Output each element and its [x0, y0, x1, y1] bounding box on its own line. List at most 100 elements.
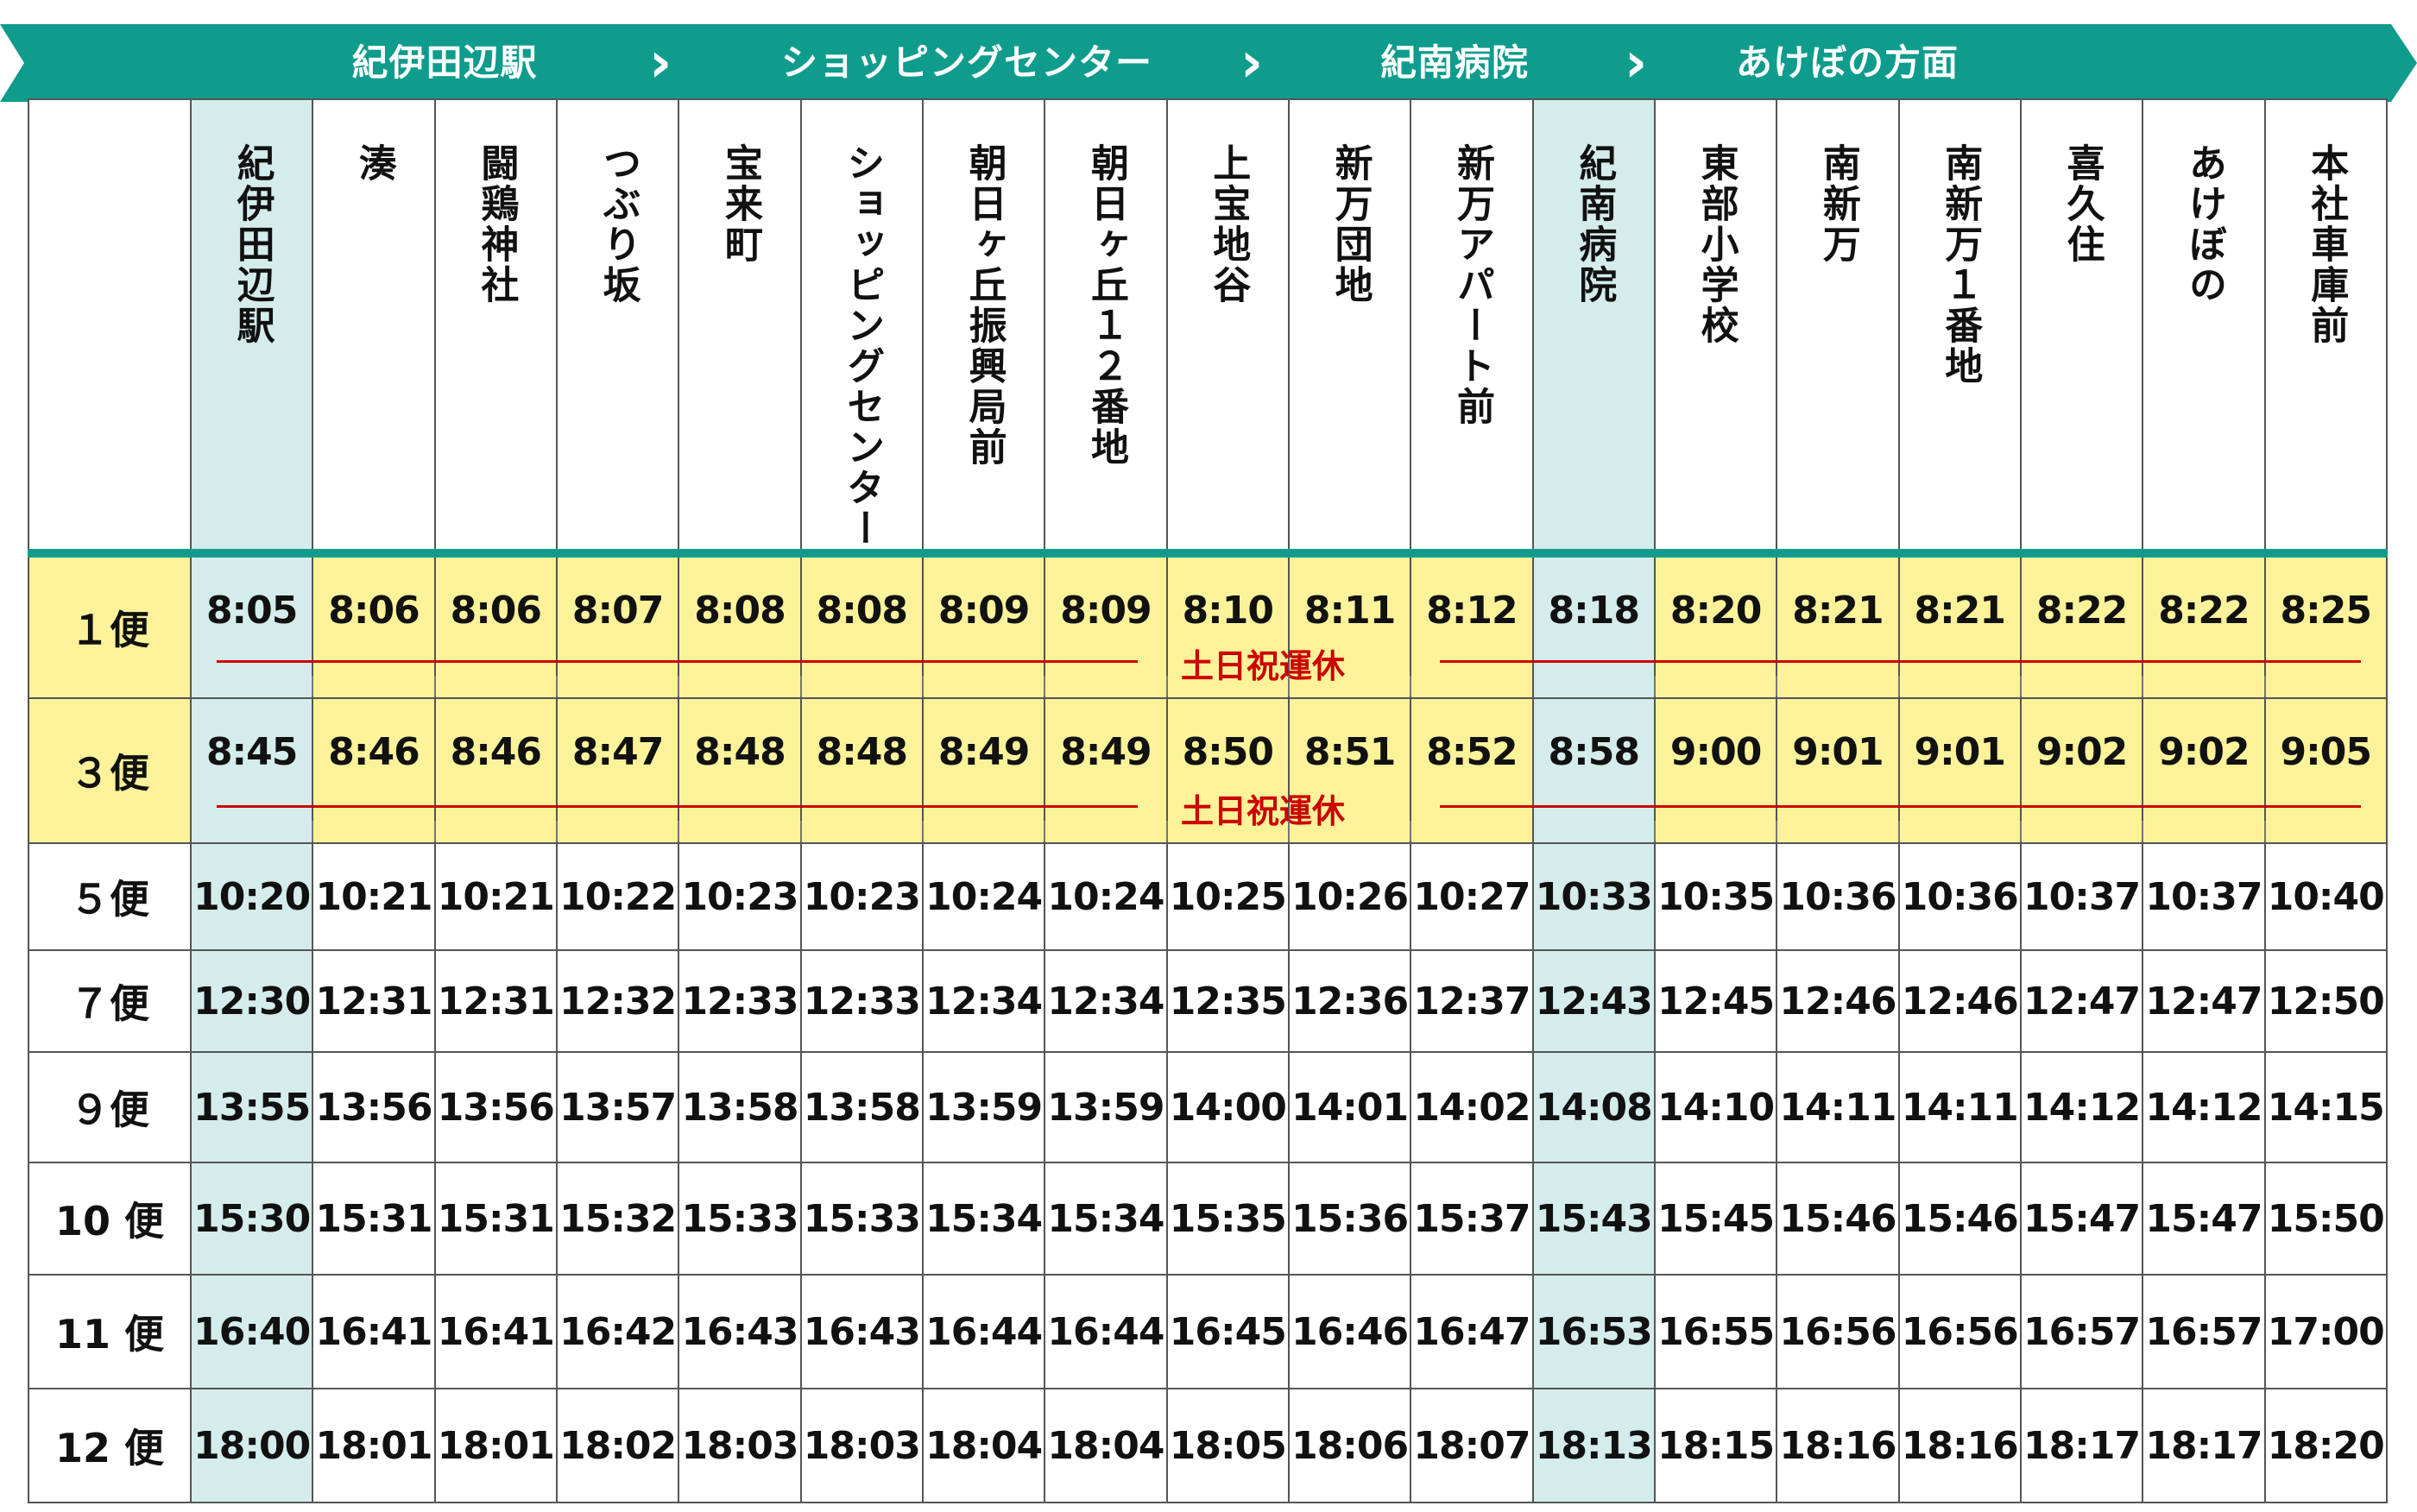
- time-cell: 15:50: [2263, 1162, 2388, 1276]
- time-cell: 14:12: [2019, 1051, 2144, 1163]
- time-cell: 12:36: [1287, 949, 1412, 1053]
- trip-label: １便: [28, 552, 192, 699]
- time-cell: 13:59: [921, 1051, 1046, 1163]
- banner-arrow-shape: [0, 24, 2417, 102]
- time-cell: 9:02: [2142, 697, 2266, 844]
- stop-name: 東部小学校: [1694, 143, 1739, 346]
- time-cell: 15:34: [1044, 1162, 1168, 1276]
- time-cell: 15:30: [189, 1162, 314, 1276]
- time-cell: 14:01: [1287, 1051, 1412, 1163]
- time-cell: 18:01: [312, 1388, 436, 1503]
- banner-segment-kii-tanabe-station: 紀伊田辺駅: [351, 41, 538, 84]
- stop-name: 南新万１番地: [1938, 143, 1983, 387]
- time-cell: 12:47: [2142, 949, 2266, 1053]
- stop-header: 湊: [312, 98, 436, 558]
- time-cell: 16:43: [678, 1274, 802, 1389]
- time-cell: 15:31: [433, 1162, 558, 1276]
- time-cell: 15:34: [921, 1162, 1046, 1276]
- time-cell: 18:13: [1531, 1388, 1656, 1503]
- time-cell: 8:50: [1165, 697, 1290, 844]
- chevron-right-icon: ›: [1240, 31, 1264, 95]
- time-cell: 18:06: [1287, 1388, 1412, 1503]
- banner-segment-kinan-hospital: 紀南病院: [1379, 41, 1529, 84]
- stop-header: 紀伊田辺駅: [189, 98, 314, 558]
- stop-name: 喜久住: [2060, 143, 2105, 265]
- stop-name: 上宝地谷: [1206, 143, 1251, 306]
- time-cell: 18:03: [799, 1388, 924, 1503]
- time-cell: 8:09: [921, 552, 1046, 699]
- stop-name: あけぼの: [2181, 143, 2226, 306]
- stop-header: 南新万: [1776, 98, 1900, 558]
- stop-header: 宝来町: [678, 98, 802, 558]
- time-cell: 8:06: [312, 552, 436, 699]
- time-cell: 8:22: [2142, 552, 2266, 699]
- time-cell: 16:44: [1044, 1274, 1168, 1389]
- trip-row: ９便 13:55 13:56 13:56 13:57 13:58 13:58 13:59 13:…: [28, 1051, 2388, 1163]
- time-cell: 8:47: [555, 697, 680, 844]
- time-cell: 10:22: [555, 842, 680, 951]
- chevron-right-icon: ›: [648, 31, 672, 95]
- time-cell: 16:41: [312, 1274, 436, 1389]
- time-cell: 16:53: [1531, 1274, 1656, 1389]
- time-cell: 8:18: [1531, 552, 1656, 699]
- time-cell: 12:45: [1653, 949, 1778, 1053]
- time-cell: 10:37: [2019, 842, 2144, 951]
- time-cell: 18:15: [1653, 1388, 1778, 1503]
- time-cell: 10:24: [921, 842, 1046, 951]
- time-cell: 16:41: [433, 1274, 558, 1389]
- trip-label: 10 便: [28, 1162, 192, 1276]
- time-cell: 18:05: [1165, 1388, 1290, 1503]
- time-cell: 8:58: [1531, 697, 1656, 844]
- time-cell: 18:16: [1897, 1388, 2022, 1503]
- stop-name: 紀南病院: [1572, 143, 1617, 306]
- trip-row: ３便 8:45 8:46 8:46 8:47 8:48 8:48 8:49 8:49 8:50 8:…: [28, 697, 2388, 844]
- time-cell: 18:02: [555, 1388, 680, 1503]
- trip-row: １便 8:05 8:06 8:06 8:07 8:08 8:08 8:09 8:09 8:10 8:…: [28, 552, 2388, 699]
- time-cell: 8:49: [1044, 697, 1168, 844]
- time-cell: 12:34: [921, 949, 1046, 1053]
- time-cell: 13:56: [433, 1051, 558, 1163]
- time-cell: 10:40: [2263, 842, 2388, 951]
- trip-label: ３便: [28, 697, 192, 844]
- time-cell: 8:52: [1410, 697, 1534, 844]
- time-cell: 12:37: [1410, 949, 1534, 1053]
- stop-header: 朝日ヶ丘１２番地: [1044, 98, 1168, 558]
- stop-header: つぶり坂: [555, 98, 680, 558]
- time-cell: 14:15: [2263, 1051, 2388, 1163]
- time-cell: 8:25: [2263, 552, 2388, 699]
- stop-name: 本社車庫前: [2304, 143, 2349, 346]
- time-cell: 16:56: [1897, 1274, 2022, 1389]
- time-cell: 14:10: [1653, 1051, 1778, 1163]
- trip-label: 12 便: [28, 1388, 192, 1503]
- route-banner: 紀伊田辺駅 › ショッピングセンター › 紀南病院 › あけぼの方面: [0, 24, 2417, 102]
- stop-header: 朝日ヶ丘振興局前: [921, 98, 1046, 558]
- trip-row: 11 便 16:40 16:41 16:41 16:42 16:43 16:43 16:44 1…: [28, 1274, 2388, 1389]
- time-cell: 8:09: [1044, 552, 1168, 699]
- time-cell: 13:58: [678, 1051, 802, 1163]
- trip-row: 10 便 15:30 15:31 15:31 15:32 15:33 15:33 15:34 1…: [28, 1162, 2388, 1276]
- time-cell: 10:36: [1776, 842, 1900, 951]
- time-cell: 14:08: [1531, 1051, 1656, 1163]
- time-cell: 8:08: [678, 552, 802, 699]
- time-cell: 14:11: [1776, 1051, 1900, 1163]
- time-cell: 10:27: [1410, 842, 1534, 951]
- stop-header: ショッピングセンター: [799, 98, 924, 558]
- time-cell: 15:33: [799, 1162, 924, 1276]
- time-cell: 9:00: [1653, 697, 1778, 844]
- time-cell: 14:11: [1897, 1051, 2022, 1163]
- time-cell: 8:45: [189, 697, 314, 844]
- stop-header: 東部小学校: [1653, 98, 1778, 558]
- time-cell: 8:22: [2019, 552, 2144, 699]
- time-cell: 12:31: [433, 949, 558, 1053]
- chevron-right-icon: ›: [1624, 31, 1648, 95]
- time-cell: 12:34: [1044, 949, 1168, 1053]
- time-cell: 16:47: [1410, 1274, 1534, 1389]
- time-cell: 18:17: [2142, 1388, 2266, 1503]
- time-cell: 8:46: [312, 697, 436, 844]
- time-cell: 8:08: [799, 552, 924, 699]
- time-cell: 15:36: [1287, 1162, 1412, 1276]
- stop-name: ショッピングセンター: [840, 143, 885, 549]
- trip-row: 12 便 18:00 18:01 18:01 18:02 18:03 18:03 18:04 1…: [28, 1388, 2388, 1503]
- time-cell: 12:47: [2019, 949, 2144, 1053]
- time-cell: 13:55: [189, 1051, 314, 1163]
